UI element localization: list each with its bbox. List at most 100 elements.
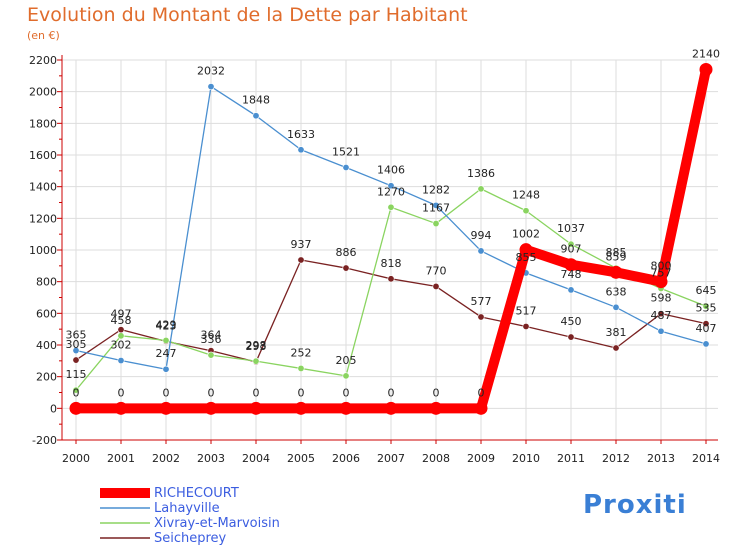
data-label: 598 xyxy=(651,292,672,305)
data-label: 937 xyxy=(291,238,312,251)
data-label: 1406 xyxy=(377,164,405,177)
data-point xyxy=(432,220,440,228)
y-tick-label: 1600 xyxy=(29,149,57,162)
data-point xyxy=(567,333,575,341)
legend-swatch-richecourt xyxy=(100,488,150,498)
y-tick-label: 600 xyxy=(36,307,57,320)
data-label: 0 xyxy=(118,386,125,399)
x-tick-label: 2001 xyxy=(107,452,135,465)
x-tick-label: 2010 xyxy=(512,452,540,465)
data-point xyxy=(207,351,215,359)
data-point xyxy=(477,247,485,255)
data-label: 423 xyxy=(156,319,177,332)
axes: -200020040060080010001200140016001800200… xyxy=(29,54,720,465)
data-label: 886 xyxy=(336,246,357,259)
data-point xyxy=(162,365,170,373)
data-point xyxy=(117,332,125,340)
x-tick-label: 2013 xyxy=(647,452,675,465)
x-tick-label: 2008 xyxy=(422,452,450,465)
data-label: 885 xyxy=(606,246,627,259)
data-point xyxy=(522,322,530,330)
data-label: 1848 xyxy=(242,94,270,107)
data-point xyxy=(522,207,530,215)
data-label: 818 xyxy=(381,257,402,270)
data-label: 2140 xyxy=(692,48,720,61)
data-label: 429 xyxy=(156,318,177,331)
data-label: 458 xyxy=(111,314,132,327)
data-label: 0 xyxy=(343,386,350,399)
data-label: 1633 xyxy=(287,128,315,141)
data-label: 252 xyxy=(291,346,312,359)
brand-text: Proxiti xyxy=(583,490,687,520)
data-point xyxy=(249,401,263,415)
data-label: 0 xyxy=(253,386,260,399)
y-tick-label: 200 xyxy=(36,371,57,384)
data-point xyxy=(297,256,305,264)
data-point xyxy=(387,203,395,211)
data-label: 859 xyxy=(606,250,627,263)
data-label: 298 xyxy=(246,339,267,352)
x-tick-label: 2002 xyxy=(152,452,180,465)
x-tick-label: 2014 xyxy=(692,452,720,465)
data-label: 855 xyxy=(516,251,537,264)
data-point xyxy=(297,146,305,154)
data-point xyxy=(162,336,170,344)
y-tick-label: 1000 xyxy=(29,244,57,257)
data-label: 0 xyxy=(163,386,170,399)
data-label: 535 xyxy=(696,302,717,315)
data-point xyxy=(114,401,128,415)
data-label: 800 xyxy=(651,260,672,273)
data-label: 577 xyxy=(471,295,492,308)
data-point xyxy=(702,302,710,310)
data-point xyxy=(567,286,575,294)
data-point xyxy=(339,401,353,415)
chart-title: Evolution du Montant de la Dette par Hab… xyxy=(27,4,468,26)
data-label: 381 xyxy=(606,326,627,339)
x-tick-label: 2009 xyxy=(467,452,495,465)
legend-label-lahayville: Lahayville xyxy=(154,501,220,516)
x-tick-label: 2004 xyxy=(242,452,270,465)
data-point xyxy=(384,401,398,415)
data-point xyxy=(72,356,80,364)
data-label: 336 xyxy=(201,333,222,346)
data-label: 2032 xyxy=(197,65,225,78)
data-point xyxy=(294,401,308,415)
data-label: 293 xyxy=(246,340,267,353)
x-tick-label: 2006 xyxy=(332,452,360,465)
y-tick-label: 2200 xyxy=(29,54,57,67)
data-point xyxy=(117,326,125,334)
y-tick-label: 1800 xyxy=(29,117,57,130)
data-label: 748 xyxy=(561,268,582,281)
y-tick-label: 1400 xyxy=(29,181,57,194)
data-point xyxy=(159,401,173,415)
data-label: 364 xyxy=(201,329,222,342)
grid-lines xyxy=(62,59,718,441)
data-point xyxy=(567,240,575,248)
data-label: 1002 xyxy=(512,228,540,241)
x-tick-label: 2012 xyxy=(602,452,630,465)
legend-label-seicheprey: Seicheprey xyxy=(154,531,227,546)
data-label: 1167 xyxy=(422,202,450,215)
data-label: 517 xyxy=(516,304,537,317)
y-tick-label: 0 xyxy=(50,402,57,415)
data-point xyxy=(564,258,578,272)
data-label: 1248 xyxy=(512,189,540,202)
y-tick-label: -200 xyxy=(32,434,57,447)
data-point xyxy=(387,182,395,190)
data-point xyxy=(657,327,665,335)
data-point xyxy=(612,344,620,352)
data-label: 115 xyxy=(66,368,87,381)
data-point xyxy=(117,357,125,365)
data-label: 994 xyxy=(471,229,492,242)
y-tick-label: 800 xyxy=(36,276,57,289)
data-label: 1270 xyxy=(377,185,405,198)
data-label: 757 xyxy=(651,266,672,279)
data-point xyxy=(702,340,710,348)
proxiti-logo[interactable]: Proxiti xyxy=(583,490,687,520)
data-point xyxy=(474,401,488,415)
data-label: 907 xyxy=(561,243,582,256)
x-tick-label: 2007 xyxy=(377,452,405,465)
data-point xyxy=(342,264,350,272)
data-point xyxy=(432,201,440,209)
x-tick-label: 2003 xyxy=(197,452,225,465)
